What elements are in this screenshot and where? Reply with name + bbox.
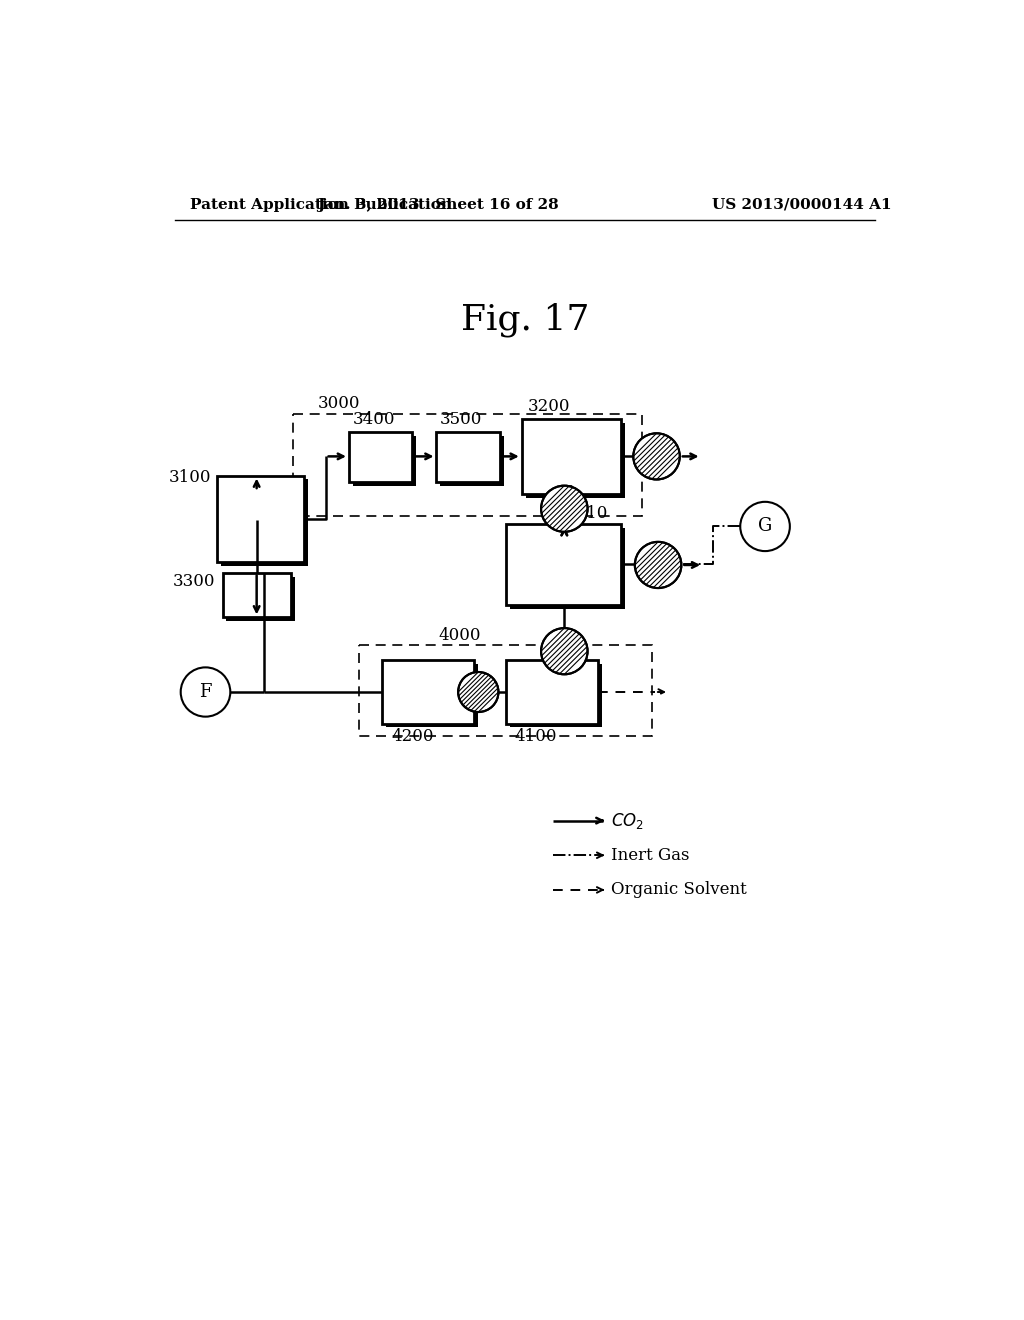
Bar	[293, 414, 642, 516]
Text: Inert Gas: Inert Gas	[611, 846, 689, 863]
Ellipse shape	[541, 628, 588, 675]
Text: 3100: 3100	[169, 470, 212, 487]
Bar	[352, 436, 417, 486]
Text: G: G	[758, 517, 772, 536]
Text: 4200: 4200	[391, 729, 434, 746]
Bar	[436, 432, 500, 482]
Ellipse shape	[458, 672, 499, 711]
Bar	[386, 664, 477, 727]
Text: F: F	[200, 682, 212, 701]
Bar	[222, 573, 291, 618]
Text: Fig. 17: Fig. 17	[461, 302, 589, 338]
Bar	[226, 577, 295, 622]
Ellipse shape	[541, 486, 588, 532]
Ellipse shape	[740, 502, 790, 552]
Bar	[349, 432, 413, 482]
Text: $CO_2$: $CO_2$	[611, 810, 644, 830]
Bar	[521, 418, 621, 494]
Bar	[510, 664, 601, 727]
Ellipse shape	[541, 486, 588, 532]
Text: 4100: 4100	[514, 729, 556, 746]
Text: 3500: 3500	[439, 411, 482, 428]
Text: 3200: 3200	[528, 397, 570, 414]
Text: US 2013/0000144 A1: US 2013/0000144 A1	[713, 198, 892, 211]
Bar	[506, 660, 598, 723]
Bar	[217, 475, 304, 562]
Text: Organic Solvent: Organic Solvent	[611, 882, 746, 899]
Bar	[510, 528, 625, 609]
Text: Jan. 3, 2013   Sheet 16 of 28: Jan. 3, 2013 Sheet 16 of 28	[317, 198, 559, 211]
Text: 3400: 3400	[352, 411, 395, 428]
Ellipse shape	[458, 672, 499, 711]
Text: 2510: 2510	[566, 504, 608, 521]
Bar	[221, 479, 308, 566]
Bar	[359, 645, 652, 737]
Text: Patent Application Publication: Patent Application Publication	[190, 198, 452, 211]
Bar	[525, 422, 625, 498]
Ellipse shape	[541, 628, 588, 675]
Ellipse shape	[635, 541, 681, 589]
Ellipse shape	[633, 433, 680, 479]
Bar	[440, 436, 504, 486]
Ellipse shape	[633, 433, 680, 479]
Bar	[382, 660, 474, 723]
Text: 3000: 3000	[317, 396, 360, 412]
Text: 4000: 4000	[438, 627, 480, 644]
Ellipse shape	[180, 668, 230, 717]
Text: 3300: 3300	[172, 573, 215, 590]
Bar	[506, 524, 621, 605]
Ellipse shape	[635, 541, 681, 589]
